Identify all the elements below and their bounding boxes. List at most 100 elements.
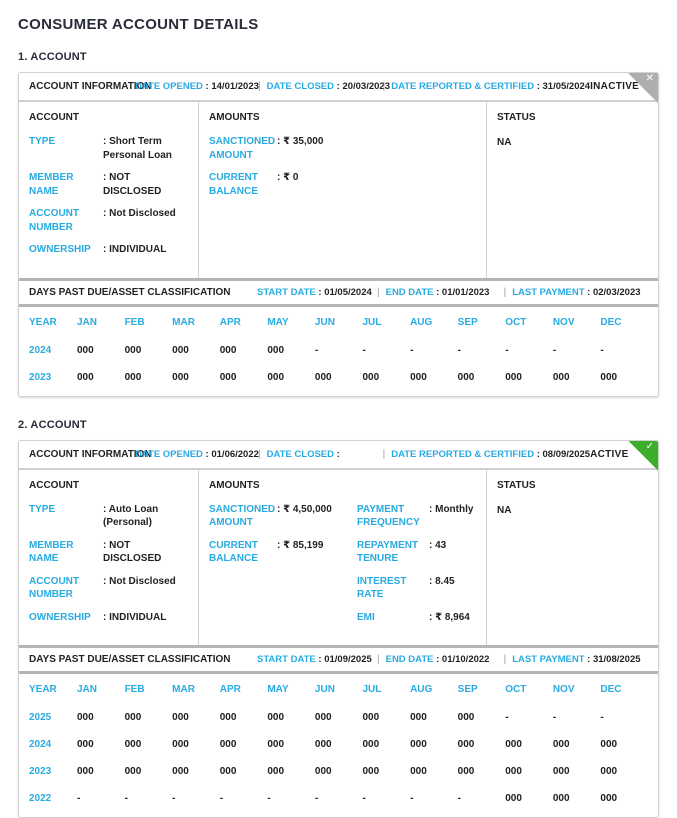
field-value: : ₹ 0 xyxy=(277,171,298,198)
field-row: CURRENT BALANCE: ₹ 0 xyxy=(209,171,357,198)
month-column-header: OCT xyxy=(505,684,553,695)
dpd-value-cell: - xyxy=(362,793,410,804)
dpd-value-cell: 000 xyxy=(172,372,220,383)
dpd-value-cell: 000 xyxy=(267,345,315,356)
info-date-label: DATE OPENED xyxy=(135,81,203,92)
field-row: SANCTIONED AMOUNT: ₹ 35,000 xyxy=(209,135,357,162)
dpd-value-cell: 000 xyxy=(125,345,173,356)
info-date-value: : 31/05/2024 xyxy=(534,81,590,92)
year-cell: 2023 xyxy=(29,766,77,777)
info-date-group: DATE OPENED : 14/01/2023 xyxy=(135,81,252,92)
field-value: : Monthly xyxy=(429,503,473,530)
month-column-header: JUL xyxy=(362,684,410,695)
field-value: : INDIVIDUAL xyxy=(103,611,166,625)
field-value: : Short Term Personal Loan xyxy=(103,135,190,162)
separator: | xyxy=(504,287,507,298)
field-value: : Not Disclosed xyxy=(103,207,176,234)
field-value: : ₹ 85,199 xyxy=(277,539,323,566)
account-section: 1. ACCOUNT ACCOUNT INFORMATION DATE OPEN… xyxy=(18,51,659,397)
account-info-header: ACCOUNT INFORMATION DATE OPENED : 14/01/… xyxy=(19,73,658,102)
month-column-header: SEP xyxy=(458,317,506,328)
field-label: MEMBER NAME xyxy=(29,171,103,198)
year-column-header: YEAR xyxy=(29,317,77,328)
dpd-date-value: : 01/10/2022 xyxy=(433,654,489,665)
status-badge: ACTIVE xyxy=(590,449,628,460)
month-column-header: FEB xyxy=(125,684,173,695)
dpd-value-cell: 000 xyxy=(77,766,125,777)
dpd-value-cell: 000 xyxy=(505,372,553,383)
dpd-value-cell: 000 xyxy=(458,372,506,383)
dpd-value-cell: - xyxy=(458,345,506,356)
dpd-date-label: END DATE xyxy=(386,287,434,298)
status-column-title: STATUS xyxy=(497,480,650,491)
close-icon: ✕ xyxy=(646,74,654,84)
dpd-date-value: : 01/01/2023 xyxy=(433,287,489,298)
dpd-value-cell: 000 xyxy=(77,712,125,723)
field-value: : 43 xyxy=(429,539,446,566)
info-date-group: DATE CLOSED : 20/03/2023 xyxy=(267,81,377,92)
separator: | xyxy=(504,654,507,665)
field-value: : ₹ 8,964 xyxy=(429,611,470,625)
info-date-group: DATE CLOSED : xyxy=(267,449,377,460)
field-label: MEMBER NAME xyxy=(29,539,103,566)
dpd-value-cell: 000 xyxy=(362,712,410,723)
month-column-header: MAR xyxy=(172,317,220,328)
dpd-value-cell: 000 xyxy=(458,712,506,723)
year-cell: 2023 xyxy=(29,372,77,383)
account-section-label: 2. ACCOUNT xyxy=(18,419,659,431)
dpd-value-cell: - xyxy=(315,345,363,356)
field-label: TYPE xyxy=(29,135,103,162)
account-column-title: ACCOUNT xyxy=(29,112,190,123)
field-row: PAYMENT FREQUENCY: Monthly xyxy=(357,503,473,530)
field-row: INTEREST RATE: 8.45 xyxy=(357,575,473,602)
account-info-header: ACCOUNT INFORMATION DATE OPENED : 01/06/… xyxy=(19,441,658,470)
month-column-header: JUL xyxy=(362,317,410,328)
dpd-value-cell: - xyxy=(458,793,506,804)
amounts-column-title: AMOUNTS xyxy=(209,480,478,491)
account-section: 2. ACCOUNT ACCOUNT INFORMATION DATE OPEN… xyxy=(18,419,659,818)
field-label: OWNERSHIP xyxy=(29,611,103,625)
info-date-label: DATE CLOSED xyxy=(267,449,334,460)
field-row: MEMBER NAME: NOT DISCLOSED xyxy=(29,171,190,198)
dpd-value-cell: 000 xyxy=(220,739,268,750)
dpd-value-cell: 000 xyxy=(600,739,648,750)
dpd-value-cell: - xyxy=(172,793,220,804)
field-row: ACCOUNT NUMBER: Not Disclosed xyxy=(29,575,190,602)
field-row: EMI: ₹ 8,964 xyxy=(357,611,473,625)
status-badge: INACTIVE xyxy=(590,81,639,92)
account-card: ACCOUNT INFORMATION DATE OPENED : 14/01/… xyxy=(18,72,659,397)
dpd-value-cell: 000 xyxy=(410,766,458,777)
dpd-header: DAYS PAST DUE/ASSET CLASSIFICATION START… xyxy=(19,645,658,674)
dpd-value-cell: - xyxy=(315,793,363,804)
dpd-value-cell: 000 xyxy=(553,766,601,777)
info-date-label: DATE CLOSED xyxy=(267,81,334,92)
dpd-value-cell: 000 xyxy=(267,739,315,750)
dpd-value-cell: - xyxy=(362,345,410,356)
dpd-dates: START DATE : 01/09/2025|END DATE : 01/10… xyxy=(257,654,641,665)
dpd-date-label: START DATE xyxy=(257,654,316,665)
amounts-subcolumns: SANCTIONED AMOUNT: ₹ 35,000 CURRENT BALAN… xyxy=(209,135,478,207)
accounts-container: 1. ACCOUNT ACCOUNT INFORMATION DATE OPEN… xyxy=(18,51,659,818)
status-value: NA xyxy=(497,137,650,148)
dpd-value-cell: 000 xyxy=(505,793,553,804)
field-label: INTEREST RATE xyxy=(357,575,429,602)
month-column-header: SEP xyxy=(458,684,506,695)
month-column-header: JUN xyxy=(315,684,363,695)
dpd-value-cell: 000 xyxy=(600,766,648,777)
dpd-value-cell: 000 xyxy=(77,739,125,750)
status-value: NA xyxy=(497,505,650,516)
dpd-value-cell: 000 xyxy=(553,739,601,750)
field-label: PAYMENT FREQUENCY xyxy=(357,503,429,530)
month-column-header: MAY xyxy=(267,684,315,695)
dpd-value-cell: 000 xyxy=(220,345,268,356)
